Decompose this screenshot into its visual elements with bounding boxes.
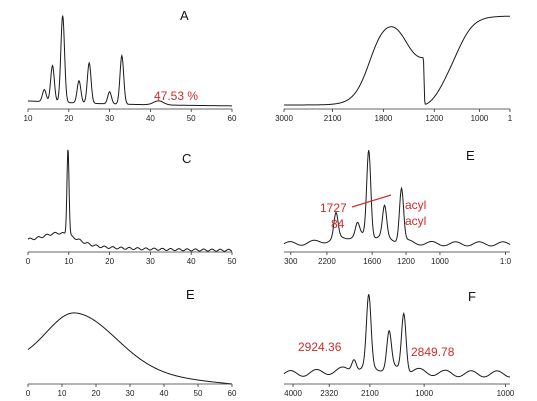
- x-tick-label: 300: [284, 257, 298, 266]
- x-tick-label: 20: [92, 389, 101, 398]
- x-ticks-e-upper: 300 2200 1600 1200 1000 1:0: [284, 252, 512, 266]
- x-tick-label: 10: [58, 389, 67, 398]
- panel-label-f: F: [468, 289, 476, 304]
- x-tick-label: 1000: [471, 114, 489, 123]
- x-tick-label: 40: [187, 257, 196, 266]
- x-tick-label: 1600: [363, 257, 381, 266]
- panel-f: 4000 2320 2100 1000 1000 F 2924.36 2849.78: [283, 289, 515, 398]
- x-tick-label: 50: [228, 257, 237, 266]
- x-tick-label: 30: [105, 114, 114, 123]
- panel-label-e-lower: E: [186, 287, 195, 302]
- x-ticks-e-lower: 0 10 20 30 40 50 60: [26, 384, 237, 398]
- x-ticks-c: 0 10 20 30 40 50: [26, 252, 237, 266]
- x-tick-label: 1:0: [500, 257, 512, 266]
- x-tick-label: 10: [64, 257, 73, 266]
- x-tick-label: 50: [194, 389, 203, 398]
- x-tick-label: 1: [508, 114, 513, 123]
- panel-label-e-upper: E: [466, 148, 475, 163]
- annotation-84: 84: [331, 217, 345, 231]
- x-tick-label: 2100: [324, 114, 342, 123]
- x-tick-label: 10: [24, 114, 33, 123]
- x-ticks-a: 10 20 30 40 50 60: [24, 109, 237, 123]
- x-tick-label: 1000: [415, 389, 433, 398]
- curve-b: [284, 15, 510, 106]
- x-tick-label: 1000: [431, 257, 449, 266]
- x-tick-label: 2200: [318, 257, 336, 266]
- curve-a: [27, 15, 233, 107]
- panel-a: 10 20 30 40 50 60 A 47.53 %: [24, 8, 237, 123]
- panel-b: 3000 2100 1800 1200 1000 1: [275, 15, 513, 123]
- curve-c: [27, 149, 233, 252]
- x-tick-label: 30: [146, 257, 155, 266]
- x-tick-label: 1000: [497, 389, 515, 398]
- x-tick-label: 60: [228, 389, 237, 398]
- curve-e-upper: [283, 150, 511, 247]
- x-ticks-f: 4000 2320 2100 1000 1000: [284, 384, 515, 398]
- x-ticks-b: 3000 2100 1800 1200 1000 1: [275, 109, 513, 123]
- annotation-2849: 2849.78: [411, 345, 455, 359]
- annotation-percent: 47.53 %: [154, 89, 198, 103]
- x-tick-label: 1200: [397, 257, 415, 266]
- x-tick-label: 1200: [425, 114, 443, 123]
- x-tick-label: 2320: [320, 389, 338, 398]
- x-tick-label: 20: [105, 257, 114, 266]
- annotation-acyl-1: acyl: [405, 198, 426, 212]
- x-tick-label: 0: [26, 257, 31, 266]
- panel-label-c: C: [182, 151, 191, 166]
- x-tick-label: 50: [187, 114, 196, 123]
- x-tick-label: 1800: [375, 114, 393, 123]
- x-tick-label: 4000: [284, 389, 302, 398]
- x-tick-label: 0: [26, 389, 31, 398]
- annotation-2924: 2924.36: [298, 340, 342, 354]
- x-tick-label: 20: [64, 114, 73, 123]
- x-tick-label: 3000: [275, 114, 293, 123]
- panel-c: 0 10 20 30 40 50 C: [26, 149, 237, 266]
- curve-f: [283, 294, 511, 378]
- panel-label-a: A: [180, 8, 189, 23]
- curve-e-lower: [27, 312, 233, 385]
- x-tick-label: 30: [126, 389, 135, 398]
- x-tick-label: 40: [146, 114, 155, 123]
- x-tick-label: 2100: [361, 389, 379, 398]
- annotation-pointer-line: [351, 194, 392, 208]
- annotation-acyl-2: acyl: [405, 214, 426, 228]
- panel-e-upper: 300 2200 1600 1200 1000 1:0 E 1727 84 acyl ac…: [283, 148, 512, 266]
- x-tick-label: 40: [160, 389, 169, 398]
- annotation-1727: 1727: [320, 201, 347, 215]
- panel-e-lower: 0 10 20 30 40 50 60 E: [26, 287, 237, 398]
- x-tick-label: 60: [228, 114, 237, 123]
